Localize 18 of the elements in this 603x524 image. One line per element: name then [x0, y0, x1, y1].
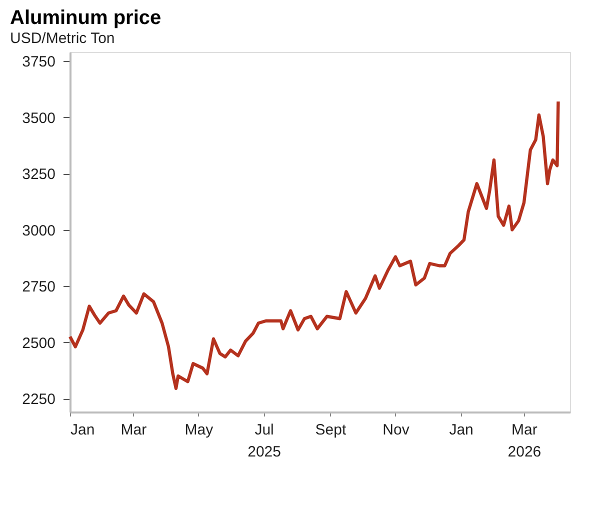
x-tick-label: Jan — [70, 422, 95, 438]
y-tick-label: 2250 — [22, 391, 56, 408]
chart-title: Aluminum price — [10, 7, 162, 29]
y-tick-label: 3750 — [22, 54, 56, 70]
y-tick-label: 2500 — [22, 334, 56, 352]
y-tick-label: 3500 — [22, 110, 56, 127]
y-tick-label: 3000 — [22, 222, 56, 240]
x-tick-label: Mar 2026 — [508, 422, 542, 460]
x-tick-label: Mar — [120, 422, 147, 438]
x-tick-label: May — [184, 422, 214, 438]
y-tick-label: 3250 — [22, 166, 56, 183]
line-series — [68, 100, 560, 390]
y-tick-label: 2750 — [22, 278, 56, 296]
x-tick-label: Sept — [315, 422, 347, 438]
x-tick-label: Jul 2025 — [248, 422, 281, 460]
x-tick-label: Nov — [382, 422, 410, 438]
x-tick-label: Jan — [449, 422, 474, 438]
chart-subtitle: USD/Metric Ton — [10, 30, 115, 47]
